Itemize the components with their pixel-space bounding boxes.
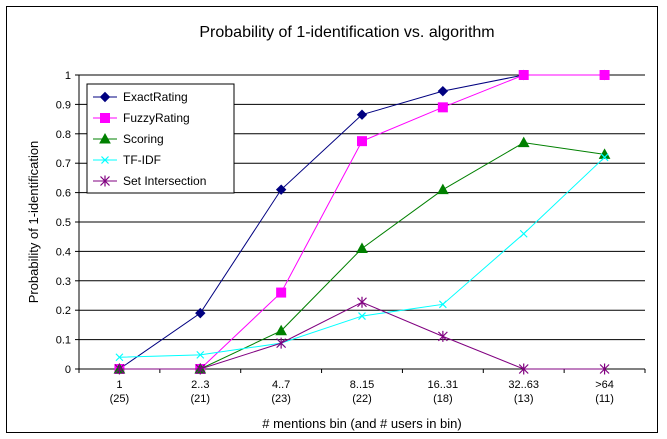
x-tick-count-label: (25) [110, 393, 130, 405]
data-point-tf-idf [196, 350, 205, 359]
data-point-tf-idf [438, 300, 447, 309]
x-tick-label: 8..15 [350, 379, 374, 391]
y-tick-label: 0.4 [56, 246, 71, 258]
data-point-set-intersection [599, 363, 610, 375]
marker-stroke [196, 350, 205, 359]
y-tick-label: 0.6 [56, 188, 71, 200]
x-tick-label: 4..7 [272, 379, 290, 391]
x-axis-title: # mentions bin (and # users in bin) [262, 416, 461, 431]
data-point-set-intersection [276, 337, 287, 349]
x-tick-count-label: (11) [595, 393, 614, 405]
legend-label-exactrating: ExactRating [123, 90, 188, 104]
data-point-tf-idf [115, 353, 124, 362]
x-tick-count-label: (18) [433, 393, 453, 405]
x-tick-label: 16..31 [428, 379, 459, 391]
data-point-fuzzyrating [599, 70, 610, 80]
y-tick-label: 0.7 [56, 158, 71, 170]
marker-stroke [438, 300, 447, 309]
marker-stroke [115, 353, 124, 362]
y-tick-label: 0.5 [56, 217, 71, 229]
y-tick-label: 0.8 [56, 129, 71, 141]
marker-stroke [600, 153, 609, 162]
data-point-fuzzyrating [276, 287, 287, 298]
y-tick-label: 1 [65, 70, 71, 82]
data-point-set-intersection [518, 363, 529, 375]
data-point-exactrating [195, 307, 206, 319]
data-point-tf-idf [600, 153, 609, 162]
legend-marker-scoring [99, 132, 111, 144]
legend-marker-set-intersection [100, 175, 110, 187]
legend-label-tf-idf: TF-IDF [123, 153, 161, 167]
data-point-set-intersection [195, 363, 206, 375]
data-point-set-intersection [437, 330, 448, 342]
data-point-scoring [517, 136, 530, 148]
x-tick-label: 32..63 [508, 379, 539, 391]
data-point-set-intersection [114, 363, 125, 375]
data-point-exactrating [356, 109, 368, 120]
y-tick-label: 0.2 [56, 305, 71, 317]
legend-label-scoring: Scoring [123, 132, 164, 146]
x-tick-label: 1 [116, 379, 122, 391]
legend-label-fuzzyrating: FuzzyRating [123, 111, 190, 125]
legend-marker-tf-idf [101, 156, 109, 164]
data-point-scoring [598, 148, 611, 159]
x-tick-count-label: (23) [271, 393, 291, 405]
x-tick-count-label: (22) [352, 393, 372, 405]
marker-stroke [358, 312, 366, 321]
data-point-fuzzyrating [357, 136, 367, 147]
data-point-scoring [275, 324, 287, 336]
x-tick-label: >64 [595, 379, 614, 391]
x-tick-count-label: (13) [514, 393, 534, 405]
data-point-scoring [437, 183, 449, 195]
data-point-fuzzyrating [437, 102, 448, 113]
y-axis-title: Probability of 1-identification [26, 141, 41, 304]
data-point-tf-idf [519, 229, 528, 238]
data-point-exactrating [275, 184, 287, 195]
legend-marker-exactrating [99, 91, 111, 103]
chart-title: Probability of 1-identification vs. algo… [199, 24, 494, 41]
data-point-scoring [356, 242, 368, 253]
y-tick-label: 0 [65, 364, 71, 376]
data-point-fuzzyrating [518, 70, 529, 80]
marker-stroke [101, 156, 109, 164]
y-tick-label: 0.3 [56, 276, 71, 288]
legend-marker-fuzzyrating [100, 113, 110, 123]
y-tick-label: 0.1 [56, 335, 71, 347]
x-tick-count-label: (21) [191, 393, 211, 405]
data-point-tf-idf [358, 312, 366, 321]
legend-label-set-intersection: Set Intersection [123, 174, 206, 188]
x-tick-label: 2..3 [191, 379, 209, 391]
data-point-set-intersection [357, 296, 367, 308]
y-tick-label: 0.9 [56, 99, 71, 111]
marker-stroke [519, 229, 528, 238]
data-point-exactrating [437, 85, 449, 97]
